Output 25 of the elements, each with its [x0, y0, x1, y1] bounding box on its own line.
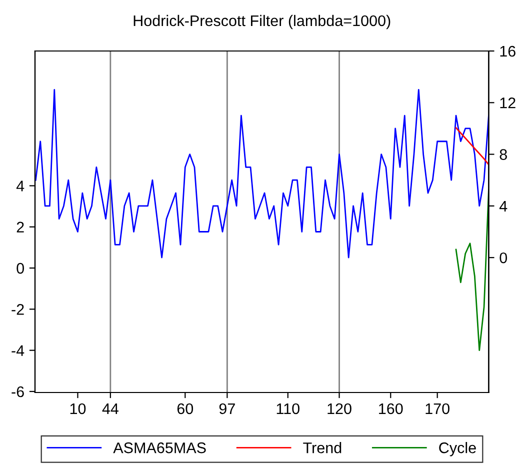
x-tick-label: 60 — [177, 403, 194, 414]
x-tick-label: 120 — [328, 403, 352, 414]
legend-label: Trend — [303, 442, 342, 454]
y-tick-label: 2 — [16, 222, 24, 232]
x-tick-label: 44 — [102, 403, 118, 414]
x-tick-label: 10 — [70, 403, 86, 414]
y-tick-label: -2 — [12, 304, 24, 315]
y-tick-label: -6 — [12, 386, 24, 398]
y2-tick-label: 4 — [499, 200, 508, 212]
y-tick-label: 4 — [16, 180, 24, 192]
line-series — [35, 89, 489, 258]
x-tick-label: 97 — [219, 403, 235, 414]
x-tick-label: 110 — [276, 403, 300, 414]
y2-tick-label: 12 — [500, 98, 516, 108]
y-tick-label: -4 — [12, 345, 24, 356]
x-tick-label: 170 — [426, 403, 450, 414]
legend-label: Cycle — [439, 442, 476, 456]
y2-tick-label: 16 — [500, 46, 516, 57]
line-series — [455, 127, 489, 166]
legend-label: ASMA65MAS — [113, 442, 206, 454]
y2-tick-label: 0 — [500, 252, 508, 264]
x-tick-label: 160 — [379, 403, 403, 414]
y2-tick-label: 8 — [500, 149, 507, 160]
y-tick-label: 0 — [16, 262, 24, 274]
chart-title: Hodrick-Prescott Filter (lambda=1000) — [134, 14, 390, 30]
